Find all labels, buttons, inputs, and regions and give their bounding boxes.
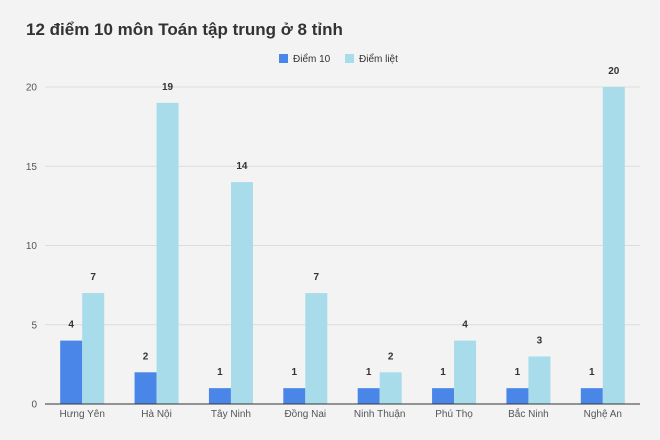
bar — [357, 388, 380, 404]
gridlines — [45, 86, 640, 326]
data-label: 7 — [90, 272, 96, 283]
x-tick-label: Tây Ninh — [211, 409, 251, 420]
x-axis-ticks: Hưng Yên Hà Nội Tây Ninh Đồng Nai Ninh Thuận… — [59, 407, 622, 420]
bar — [82, 293, 105, 404]
y-tick-label: 15 — [26, 162, 38, 173]
bar — [134, 372, 157, 404]
y-tick-label: 0 — [31, 400, 37, 411]
x-tick-label: Phú Thọ — [435, 409, 473, 420]
bar — [283, 388, 306, 404]
data-label: 4 — [68, 320, 74, 331]
bars — [60, 87, 625, 404]
data-label: 3 — [537, 335, 543, 346]
data-label: 14 — [236, 161, 248, 172]
bar — [506, 388, 529, 404]
bar — [528, 356, 551, 404]
x-tick-label: Hà Nội — [141, 409, 172, 420]
chart-title: 12 điểm 10 môn Toán tập trung ở 8 tỉnh — [26, 20, 343, 39]
bar — [305, 293, 328, 404]
bar — [230, 182, 253, 404]
y-tick-label: 10 — [26, 241, 38, 252]
bar — [454, 340, 477, 404]
data-label: 19 — [162, 82, 174, 93]
bar — [432, 388, 455, 404]
bar — [580, 388, 603, 404]
bar — [208, 388, 231, 404]
bar — [60, 340, 83, 404]
data-label: 1 — [292, 367, 298, 378]
legend-label: Điểm liệt — [359, 53, 398, 65]
x-tick-label: Nghệ An — [584, 409, 622, 420]
y-axis-ticks: 0 5 10 15 20 — [26, 83, 38, 411]
legend-swatch — [279, 54, 288, 63]
data-label: 2 — [388, 351, 394, 362]
data-label: 1 — [515, 367, 521, 378]
y-tick-label: 20 — [26, 83, 38, 94]
data-label: 7 — [314, 272, 320, 283]
data-label: 2 — [143, 351, 149, 362]
bar — [602, 87, 625, 404]
data-label: 1 — [217, 367, 223, 378]
data-label: 20 — [608, 66, 620, 77]
bar — [379, 372, 402, 404]
legend-label: Điểm 10 — [293, 53, 331, 65]
data-label: 1 — [440, 367, 446, 378]
data-label: 1 — [366, 367, 372, 378]
y-tick-label: 5 — [31, 320, 37, 331]
legend: Điểm 10 Điểm liệt — [279, 53, 398, 65]
legend-swatch — [345, 54, 354, 63]
x-tick-label: Đồng Nai — [284, 408, 326, 420]
x-tick-label: Bắc Ninh — [508, 407, 549, 420]
x-tick-label: Ninh Thuận — [354, 409, 406, 420]
data-label: 4 — [462, 320, 468, 331]
x-tick-label: Hưng Yên — [59, 409, 104, 420]
bar — [156, 102, 179, 404]
data-label: 1 — [589, 367, 595, 378]
